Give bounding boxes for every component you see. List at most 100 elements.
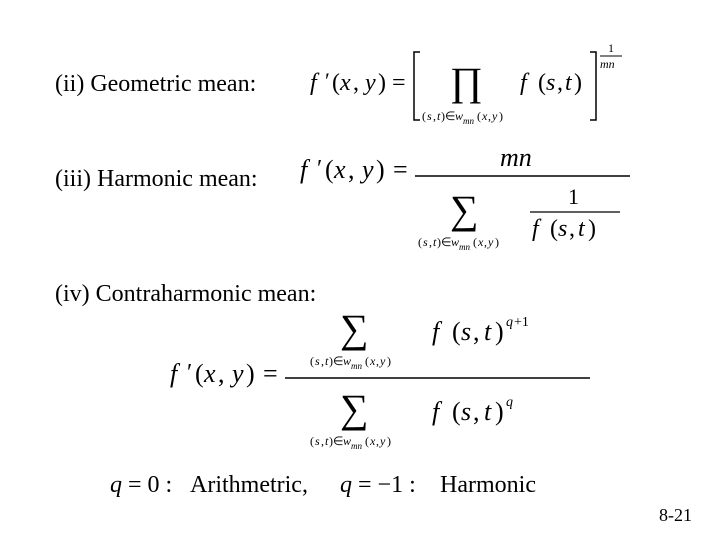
svg-text:q: q — [110, 472, 122, 498]
svg-text:(: ( — [365, 354, 369, 368]
svg-text:mn: mn — [600, 57, 615, 71]
svg-text:x: x — [369, 354, 376, 368]
svg-text:s: s — [427, 109, 432, 123]
svg-text:x: x — [333, 155, 346, 184]
svg-text:∏: ∏ — [450, 59, 483, 104]
svg-text:,: , — [473, 397, 480, 426]
svg-text:′: ′ — [317, 156, 322, 182]
svg-text:,: , — [376, 434, 379, 448]
svg-text:): ) — [495, 397, 504, 426]
cases-line: q = 0 : Arithmetric, q = −1 : Harmonic — [110, 470, 550, 504]
svg-text:): ) — [246, 359, 255, 388]
svg-text:(: ( — [473, 235, 477, 249]
svg-text:s: s — [315, 354, 320, 368]
svg-text:,: , — [353, 70, 359, 96]
svg-text:w: w — [451, 235, 459, 249]
svg-text:(: ( — [365, 434, 369, 448]
svg-text:,: , — [433, 109, 436, 123]
svg-text:q: q — [340, 472, 352, 498]
formula-geometric: f ′ ( x , y ) = ∏ ( s , t )∈ w mn ( x , … — [310, 40, 670, 135]
svg-text:s: s — [546, 70, 555, 96]
svg-text:t: t — [578, 216, 586, 242]
svg-text:′: ′ — [187, 360, 192, 386]
svg-text:s: s — [461, 317, 471, 346]
svg-text:f: f — [300, 155, 311, 184]
svg-text:=: = — [263, 359, 278, 388]
svg-text:(: ( — [422, 109, 426, 123]
formula-harmonic: f ′ ( x , y ) = mn ∑ ( s , t )∈ w mn ( x… — [300, 138, 660, 258]
svg-text:,: , — [376, 354, 379, 368]
svg-text:)∈: )∈ — [329, 434, 343, 448]
svg-text:)∈: )∈ — [329, 354, 343, 368]
svg-text:′: ′ — [325, 68, 330, 93]
svg-text:mn: mn — [459, 242, 470, 252]
svg-text:): ) — [495, 235, 499, 249]
svg-text:(: ( — [195, 359, 204, 388]
svg-text:w: w — [343, 434, 351, 448]
svg-text:y: y — [379, 354, 386, 368]
svg-text:,: , — [569, 216, 575, 242]
svg-text:∑: ∑ — [340, 386, 369, 431]
label-harmonic: (iii) Harmonic mean: — [55, 165, 258, 194]
svg-text:t: t — [565, 70, 573, 96]
svg-text:y: y — [487, 235, 494, 249]
svg-text:,: , — [429, 235, 432, 249]
row-geometric: (ii) Geometric mean: — [55, 70, 256, 99]
svg-text:(: ( — [310, 434, 314, 448]
svg-text:+1: +1 — [514, 315, 529, 330]
svg-text:,: , — [218, 359, 225, 388]
svg-text:f: f — [432, 397, 443, 426]
svg-text:f: f — [170, 359, 181, 388]
svg-text:): ) — [574, 70, 582, 96]
svg-text:(: ( — [310, 354, 314, 368]
svg-text:w: w — [343, 354, 351, 368]
svg-text:1: 1 — [568, 184, 579, 209]
svg-text:q: q — [506, 395, 513, 410]
svg-text:(: ( — [325, 155, 334, 184]
svg-text:mn: mn — [351, 361, 362, 371]
svg-text:s: s — [461, 397, 471, 426]
svg-text:=: = — [393, 155, 408, 184]
svg-text:mn: mn — [351, 441, 362, 451]
svg-text:,: , — [321, 434, 324, 448]
svg-text:): ) — [378, 70, 386, 96]
svg-text:): ) — [588, 216, 596, 242]
label-geometric: (ii) Geometric mean: — [55, 70, 256, 99]
svg-text:s: s — [423, 235, 428, 249]
svg-text:= −1 :: = −1 : — [358, 472, 416, 498]
svg-text:x: x — [203, 359, 216, 388]
svg-text:,: , — [557, 70, 563, 96]
svg-text:w: w — [455, 109, 463, 123]
page-number: 8-21 — [659, 505, 692, 526]
svg-text:): ) — [387, 434, 391, 448]
formula-contraharmonic: f ′ ( x , y ) = ∑ ( s , t )∈ w mn ( x , … — [170, 300, 610, 460]
svg-text:=: = — [392, 70, 406, 96]
svg-text:,: , — [473, 317, 480, 346]
slide: (ii) Geometric mean: f ′ ( x , y ) = ∏ (… — [0, 0, 720, 540]
svg-text:(: ( — [538, 70, 546, 96]
svg-text:s: s — [558, 216, 567, 242]
svg-text:f: f — [520, 70, 530, 96]
svg-text:)∈: )∈ — [441, 109, 455, 123]
svg-text:s: s — [315, 434, 320, 448]
svg-text:= 0 :: = 0 : — [128, 472, 172, 498]
svg-text:mn: mn — [463, 116, 474, 126]
svg-text:∑: ∑ — [340, 306, 369, 351]
svg-text:x: x — [477, 235, 484, 249]
svg-text:y: y — [491, 109, 498, 123]
svg-text:): ) — [495, 317, 504, 346]
svg-text:,: , — [348, 155, 355, 184]
svg-text:)∈: )∈ — [437, 235, 451, 249]
svg-text:f: f — [310, 70, 320, 96]
svg-text:): ) — [376, 155, 385, 184]
svg-text:q: q — [506, 315, 513, 330]
svg-text:y: y — [229, 359, 244, 388]
svg-text:,: , — [484, 235, 487, 249]
svg-text:): ) — [387, 354, 391, 368]
svg-text:t: t — [484, 317, 492, 346]
svg-text:(: ( — [477, 109, 481, 123]
svg-text:mn: mn — [500, 143, 532, 172]
svg-text:∑: ∑ — [450, 187, 479, 232]
svg-text:(: ( — [332, 70, 340, 96]
svg-text:(: ( — [550, 216, 558, 242]
